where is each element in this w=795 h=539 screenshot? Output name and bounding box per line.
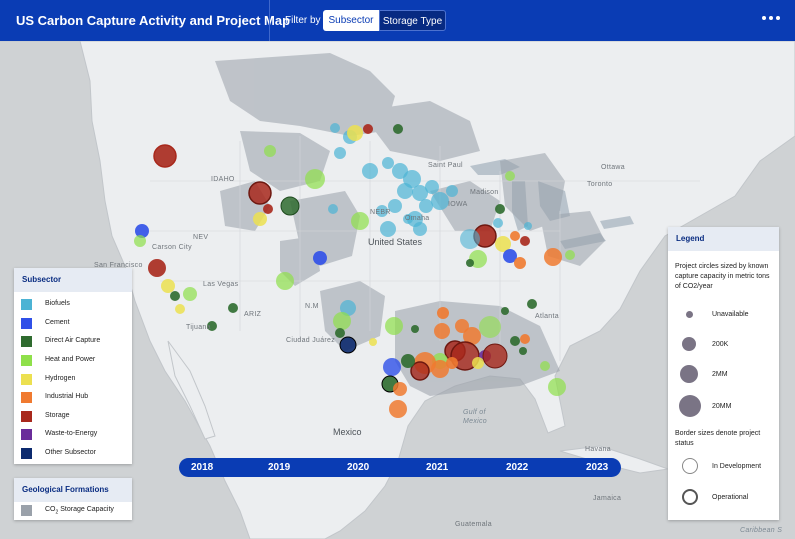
subsector-swatch	[21, 392, 32, 403]
subsector-swatch	[21, 336, 32, 347]
label-city-ottawa: Ottawa	[601, 164, 625, 171]
geological-item-label: CO2 Storage Capacity	[45, 506, 114, 515]
subsector-item-label: Cement	[45, 319, 70, 326]
subsector-item-label: Industrial Hub	[45, 393, 89, 400]
label-city-madison: Madison	[470, 189, 499, 196]
subsector-swatch	[21, 299, 32, 310]
map-svg	[0, 41, 795, 539]
subsector-swatch	[21, 448, 32, 459]
label-gulf-1: Gulf of	[463, 409, 486, 416]
size-circle	[682, 337, 696, 351]
label-caribbean: Caribbean S	[740, 527, 783, 534]
header-bar: US Carbon Capture Activity and Project M…	[0, 0, 795, 41]
more-options-icon[interactable]	[762, 16, 782, 22]
size-circle	[679, 395, 701, 417]
label-city-las-vegas: Las Vegas	[203, 281, 239, 288]
label-gulf-2: Mexico	[463, 418, 487, 425]
label-city-ciudad-juarez: Ciudad Juárez	[286, 337, 336, 344]
storage-capacity-text: Storage Capacity	[58, 506, 114, 513]
label-state-ariz: ARIZ	[244, 311, 262, 318]
subsector-item-label: Hydrogen	[45, 375, 76, 382]
subsector-legend-title: Subsector	[14, 268, 132, 292]
header-divider	[269, 0, 270, 41]
geological-swatch	[21, 505, 32, 516]
size-legend-note: Project circles sized by known capture c…	[675, 263, 770, 290]
timeline-year-2020[interactable]: 2020	[347, 462, 370, 473]
label-city-saint-paul: Saint Paul	[428, 162, 463, 169]
geological-legend-panel: Geological Formations CO2 Storage Capaci…	[14, 478, 132, 520]
label-city-san-francisco: San Francisco	[94, 262, 143, 269]
subsector-item-label: Direct Air Capture	[45, 337, 101, 344]
subsector-swatch	[21, 318, 32, 329]
size-legend-panel: Legend Project circles sized by known ca…	[668, 227, 779, 520]
label-city-toronto: Toronto	[587, 181, 613, 188]
label-state-nebr: NEBR	[370, 209, 391, 216]
geological-legend-title: Geological Formations	[14, 478, 132, 502]
project-circles[interactable]	[134, 123, 575, 418]
label-state-iowa: IOWA	[448, 201, 468, 208]
label-state-idaho: IDAHO	[211, 176, 235, 183]
size-legend-title: Legend	[668, 227, 779, 251]
status-circle	[682, 458, 698, 474]
subsector-swatch	[21, 355, 32, 366]
size-circle	[686, 311, 693, 318]
co2-subscript: 2	[55, 509, 59, 516]
label-city-atlanta: Atlanta	[535, 313, 559, 320]
timeline-year-2019[interactable]: 2019	[268, 462, 291, 473]
size-label: 200K	[712, 341, 729, 348]
border-legend-note: Border sizes denote project status	[675, 430, 761, 447]
status-label: In Development	[712, 463, 762, 470]
subsector-item-label: Storage	[45, 412, 70, 419]
status-label: Operational	[712, 494, 749, 501]
app-title: US Carbon Capture Activity and Project M…	[16, 13, 291, 28]
size-label: Unavailable	[712, 311, 749, 318]
label-city-jamaica: Jamaica	[593, 495, 622, 502]
filter-label: Filter by	[285, 15, 321, 26]
label-mexico: Mexico	[333, 427, 362, 437]
label-city-guatemala: Guatemala	[455, 521, 492, 528]
label-state-nev: NEV	[193, 234, 209, 241]
size-circle	[680, 365, 698, 383]
label-state-nm: N.M	[305, 303, 319, 310]
filter-storage-type-button[interactable]: Storage Type	[379, 10, 446, 31]
subsector-item-label: Biofuels	[45, 300, 70, 307]
label-city-carson-city: Carson City	[152, 244, 192, 251]
timeline-year-2022[interactable]: 2022	[506, 462, 529, 473]
subsector-item-label: Heat and Power	[45, 356, 96, 363]
label-city-omaha: Omaha	[405, 215, 430, 222]
filter-subsector-button[interactable]: Subsector	[323, 10, 379, 31]
subsector-swatch	[21, 429, 32, 440]
co2-text: CO	[45, 506, 56, 513]
timeline-year-2023[interactable]: 2023	[586, 462, 609, 473]
label-city-tijuana: Tijuana	[186, 324, 211, 331]
baja-land	[167, 340, 216, 440]
timeline-year-2021[interactable]: 2021	[426, 462, 449, 473]
timeline-year-2018[interactable]: 2018	[191, 462, 214, 473]
timeline-slider[interactable]: 2018 2019 2020 2021 2022 2023	[179, 458, 621, 477]
subsector-item-label: Other Subsector	[45, 449, 96, 456]
subsector-swatch	[21, 411, 32, 422]
label-united-states: United States	[368, 237, 423, 247]
size-label: 20MM	[712, 403, 732, 410]
status-circle	[682, 489, 698, 505]
subsector-item-label: Waste-to-Energy	[45, 430, 98, 437]
label-city-havana: Havana	[585, 446, 611, 453]
map-canvas[interactable]: United States Mexico Gulf of Mexico Cari…	[0, 41, 795, 539]
subsector-legend-panel: Subsector Biofuels Cement Direct Air Cap…	[14, 268, 132, 464]
size-label: 2MM	[712, 371, 728, 378]
subsector-swatch	[21, 374, 32, 385]
